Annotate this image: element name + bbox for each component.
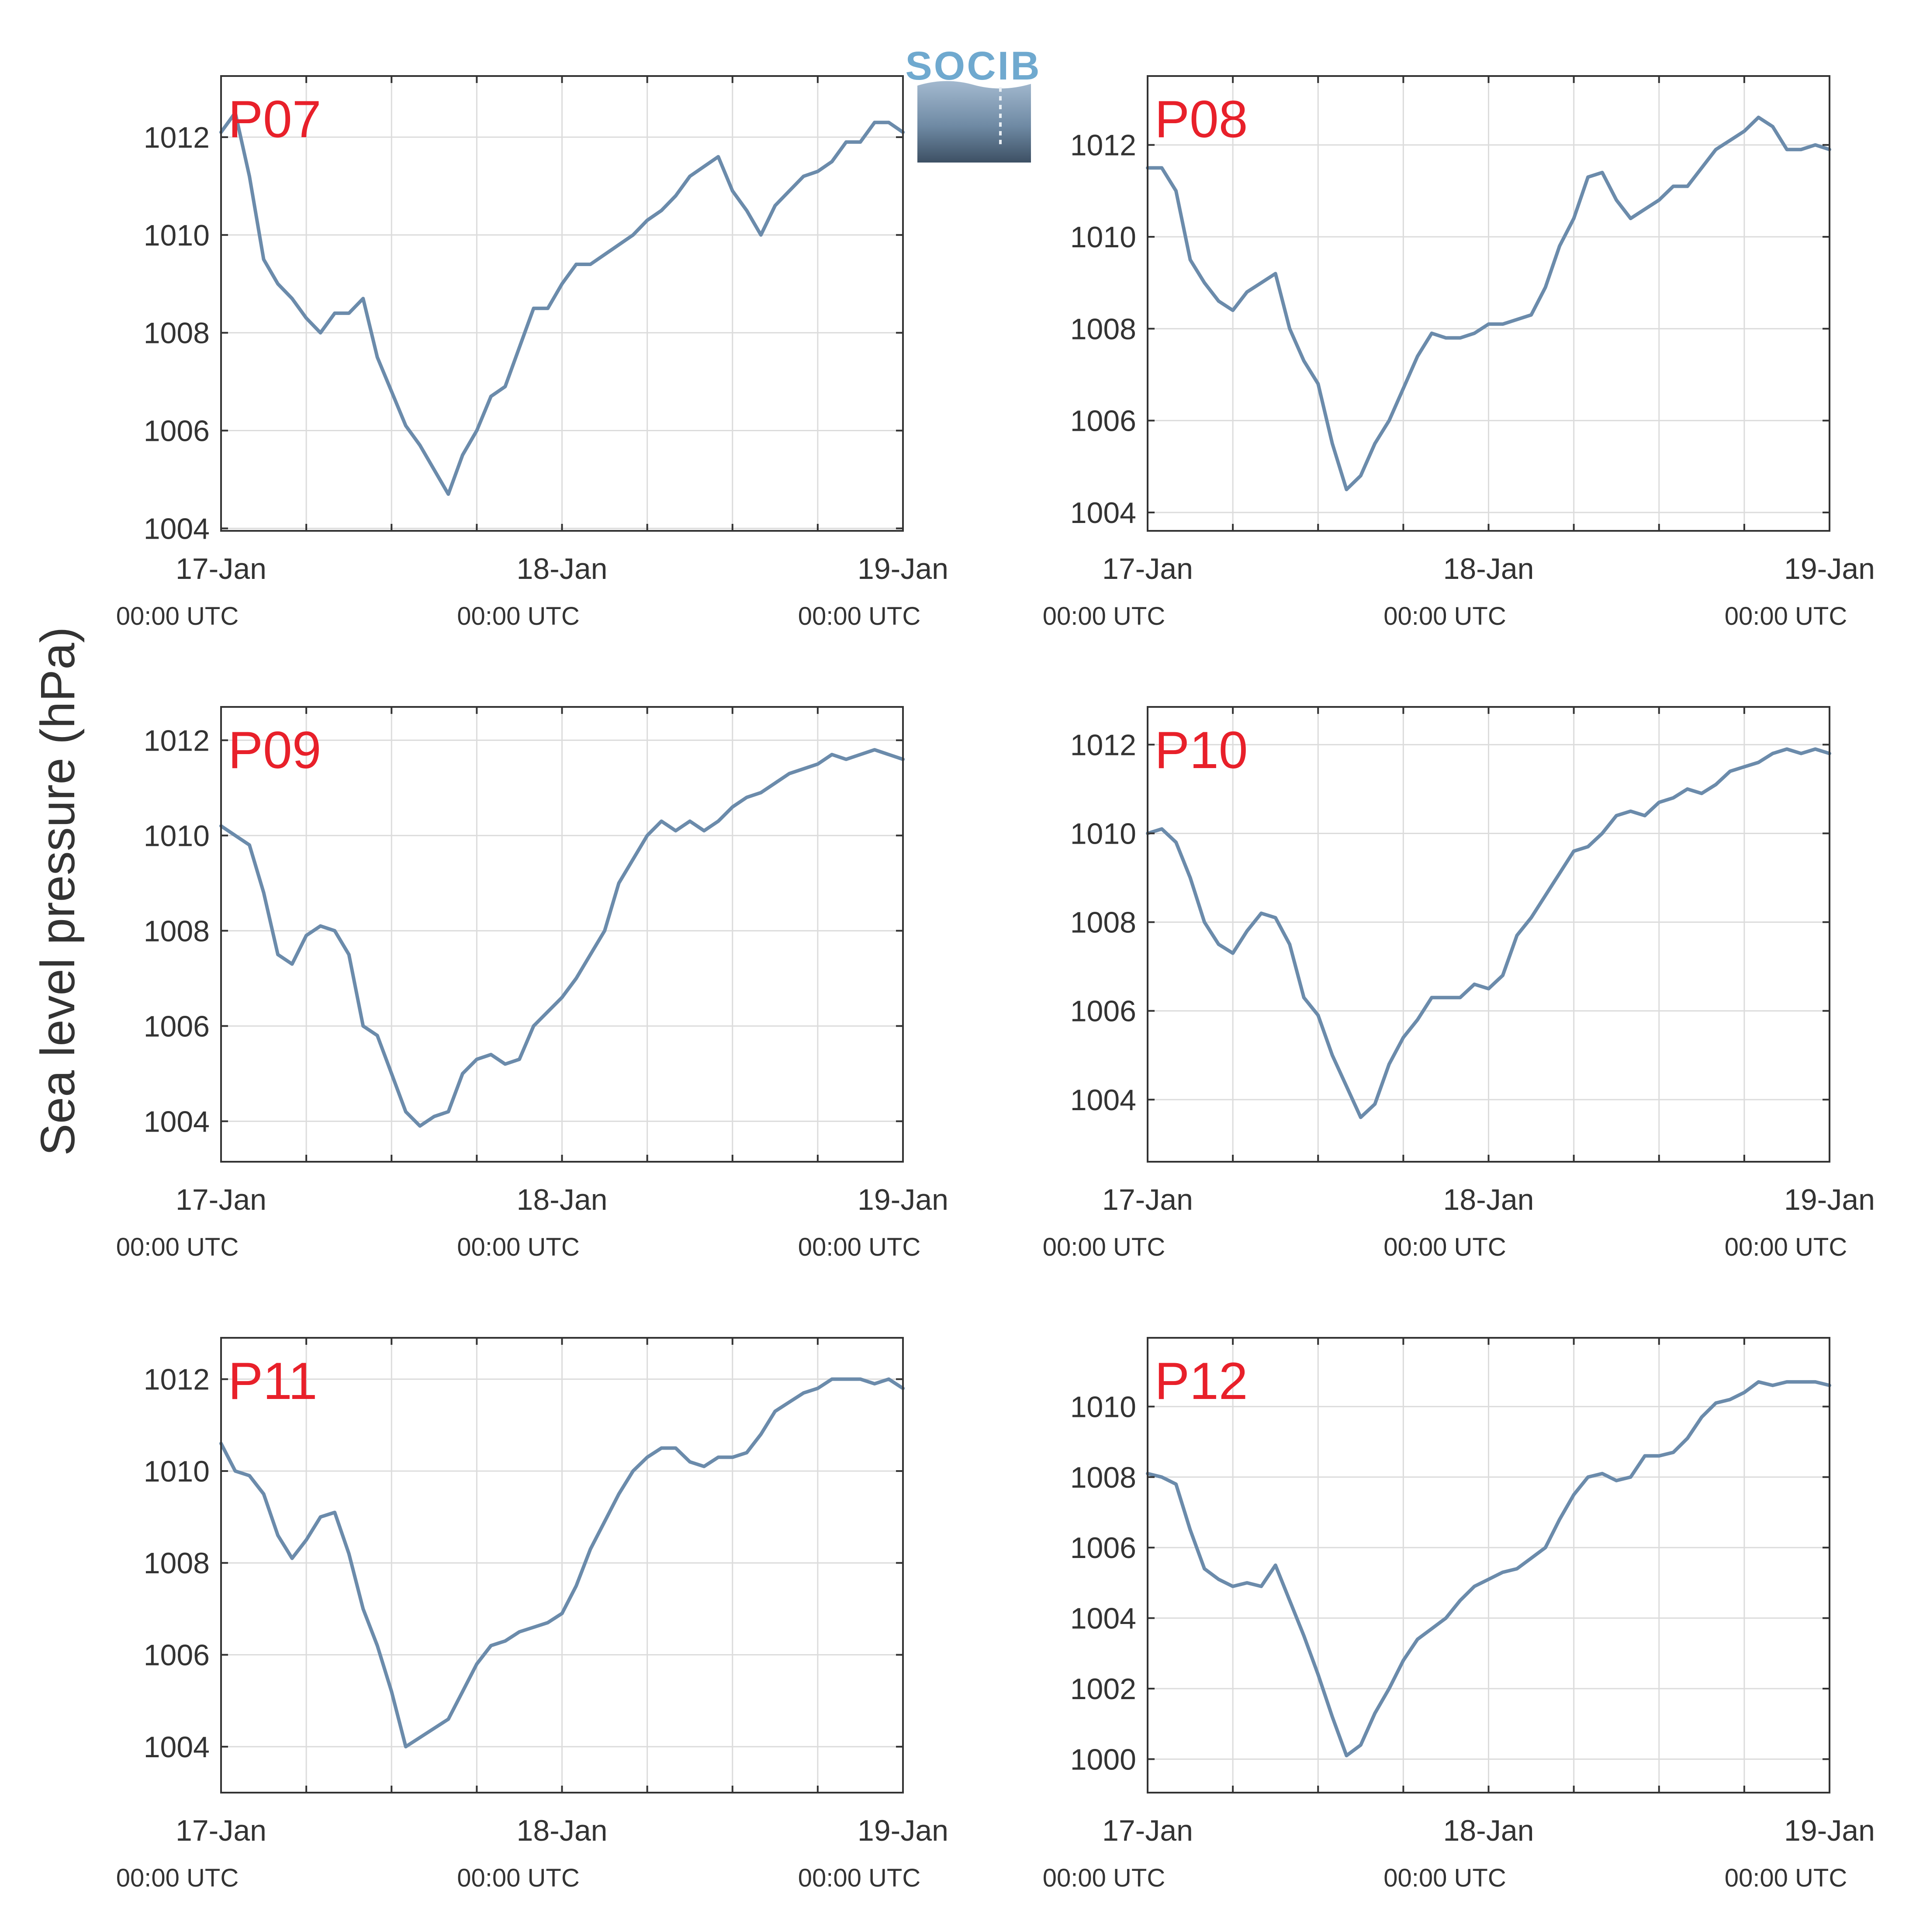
y-tick-label: 1008 (1070, 312, 1136, 346)
y-tick-label: 1012 (144, 724, 210, 757)
x-tick-label-date: 17-Jan (176, 1814, 266, 1847)
y-tick-label: 1004 (144, 512, 210, 545)
chart-panel-p12: 1000 1002 1004 1006 1008 1010 17-Jan 00:00 UTC 1… (1043, 1337, 1875, 1892)
series-line-p08 (1146, 115, 1831, 492)
socib-logo-text: SOCIB (905, 44, 1041, 88)
series-line-p11 (219, 1377, 905, 1748)
y-tick-label: 1010 (144, 219, 210, 252)
y-tick-label: 1012 (144, 1363, 210, 1396)
y-tick-label: 1004 (144, 1731, 210, 1764)
x-tick-label-date: 17-Jan (1102, 1183, 1193, 1216)
y-tick-label: 1002 (1070, 1672, 1136, 1706)
x-tick-label-date: 18-Jan (517, 1814, 608, 1847)
x-tick-label-date: 19-Jan (858, 1814, 948, 1847)
station-label: P11 (228, 1352, 318, 1410)
y-tick-label: 1006 (1070, 405, 1136, 438)
y-tick-label: 1012 (144, 121, 210, 154)
y-tick-label: 1008 (144, 914, 210, 948)
socib-logo-wave (917, 81, 1031, 163)
series-line-p10 (1146, 747, 1831, 1119)
station-label: P07 (228, 90, 322, 149)
x-tick-label-date: 18-Jan (1443, 1183, 1534, 1216)
x-tick-label-time: 00:00 UTC (1383, 602, 1506, 630)
y-tick-label: 1008 (144, 1547, 210, 1580)
x-tick-label-date: 17-Jan (176, 1183, 266, 1216)
x-tick-label-time: 00:00 UTC (798, 602, 920, 630)
figure-ylabel: Sea level pressure (hPa) (31, 627, 85, 1156)
x-tick-label-time: 00:00 UTC (1043, 602, 1165, 630)
x-tick-label-date: 19-Jan (1784, 1183, 1875, 1216)
x-tick-label-time: 00:00 UTC (798, 1233, 920, 1261)
series-line-p07 (219, 111, 905, 496)
chart-panel-p07: 1004 1006 1008 1010 1012 17-Jan 00:00 UTC 18-Ja… (116, 75, 948, 630)
y-tick-label: 1010 (1070, 1390, 1136, 1423)
y-tick-label: 1004 (1070, 1084, 1136, 1117)
chart-panel-p11: 1004 1006 1008 1010 1012 17-Jan 00:00 UTC 18-Ja… (116, 1337, 948, 1892)
y-tick-label: 1010 (1070, 817, 1136, 850)
chart-panel-p08: 1004 1006 1008 1010 1012 17-Jan 00:00 UTC 18-Ja… (1043, 75, 1875, 630)
y-tick-label: 1010 (1070, 221, 1136, 254)
socib-logo: SOCIB (905, 44, 1041, 163)
y-tick-label: 1004 (1070, 1602, 1136, 1635)
y-tick-label: 1010 (144, 819, 210, 852)
y-tick-label: 1004 (1070, 496, 1136, 530)
y-tick-label: 1006 (144, 415, 210, 448)
x-tick-label-time: 00:00 UTC (1725, 602, 1847, 630)
x-tick-label-time: 00:00 UTC (457, 1233, 579, 1261)
x-tick-label-time: 00:00 UTC (1725, 1864, 1847, 1892)
y-tick-label: 1006 (144, 1639, 210, 1672)
x-tick-label-date: 18-Jan (517, 552, 608, 585)
y-tick-label: 1010 (144, 1455, 210, 1488)
x-tick-label-date: 19-Jan (1784, 552, 1875, 585)
station-label: P12 (1155, 1352, 1248, 1410)
x-tick-label-date: 18-Jan (1443, 1814, 1534, 1847)
x-tick-label-time: 00:00 UTC (1043, 1233, 1165, 1261)
y-tick-label: 1012 (1070, 728, 1136, 762)
y-tick-label: 1006 (144, 1010, 210, 1043)
x-tick-label-date: 17-Jan (1102, 1814, 1193, 1847)
x-tick-label-time: 00:00 UTC (116, 1233, 239, 1261)
panels: 1004 1006 1008 1010 1012 17-Jan 00:00 UTC 18-Ja… (116, 75, 1875, 1892)
x-tick-label-time: 00:00 UTC (1043, 1864, 1165, 1892)
y-tick-label: 1006 (1070, 995, 1136, 1028)
x-tick-label-date: 19-Jan (1784, 1814, 1875, 1847)
y-tick-label: 1000 (1070, 1743, 1136, 1776)
x-tick-label-date: 17-Jan (1102, 552, 1193, 585)
series-line-p09 (219, 748, 905, 1128)
x-tick-label-time: 00:00 UTC (1725, 1233, 1847, 1261)
chart-panel-p10: 1004 1006 1008 1010 1012 17-Jan 00:00 UTC 18-Ja… (1043, 706, 1875, 1261)
station-label: P09 (228, 721, 322, 779)
station-label: P08 (1155, 90, 1248, 149)
y-tick-label: 1008 (1070, 1461, 1136, 1494)
y-tick-label: 1012 (1070, 129, 1136, 162)
x-tick-label-date: 18-Jan (1443, 552, 1534, 585)
x-tick-label-date: 17-Jan (176, 552, 266, 585)
x-tick-label-date: 19-Jan (858, 1183, 948, 1216)
x-tick-label-time: 00:00 UTC (457, 602, 579, 630)
x-tick-label-date: 18-Jan (517, 1183, 608, 1216)
x-tick-label-time: 00:00 UTC (116, 1864, 239, 1892)
series-line-p12 (1146, 1380, 1831, 1758)
y-tick-label: 1006 (1070, 1531, 1136, 1565)
x-tick-label-time: 00:00 UTC (116, 602, 239, 630)
station-label: P10 (1155, 721, 1248, 779)
x-tick-label-date: 19-Jan (858, 552, 948, 585)
y-tick-label: 1008 (1070, 906, 1136, 939)
x-tick-label-time: 00:00 UTC (457, 1864, 579, 1892)
x-tick-label-time: 00:00 UTC (1383, 1233, 1506, 1261)
x-tick-label-time: 00:00 UTC (798, 1864, 920, 1892)
x-tick-label-time: 00:00 UTC (1383, 1864, 1506, 1892)
y-tick-label: 1004 (144, 1105, 210, 1138)
y-tick-label: 1008 (144, 317, 210, 350)
chart-panel-p09: 1004 1006 1008 1010 1012 17-Jan 00:00 UTC 18-Ja… (116, 706, 948, 1261)
